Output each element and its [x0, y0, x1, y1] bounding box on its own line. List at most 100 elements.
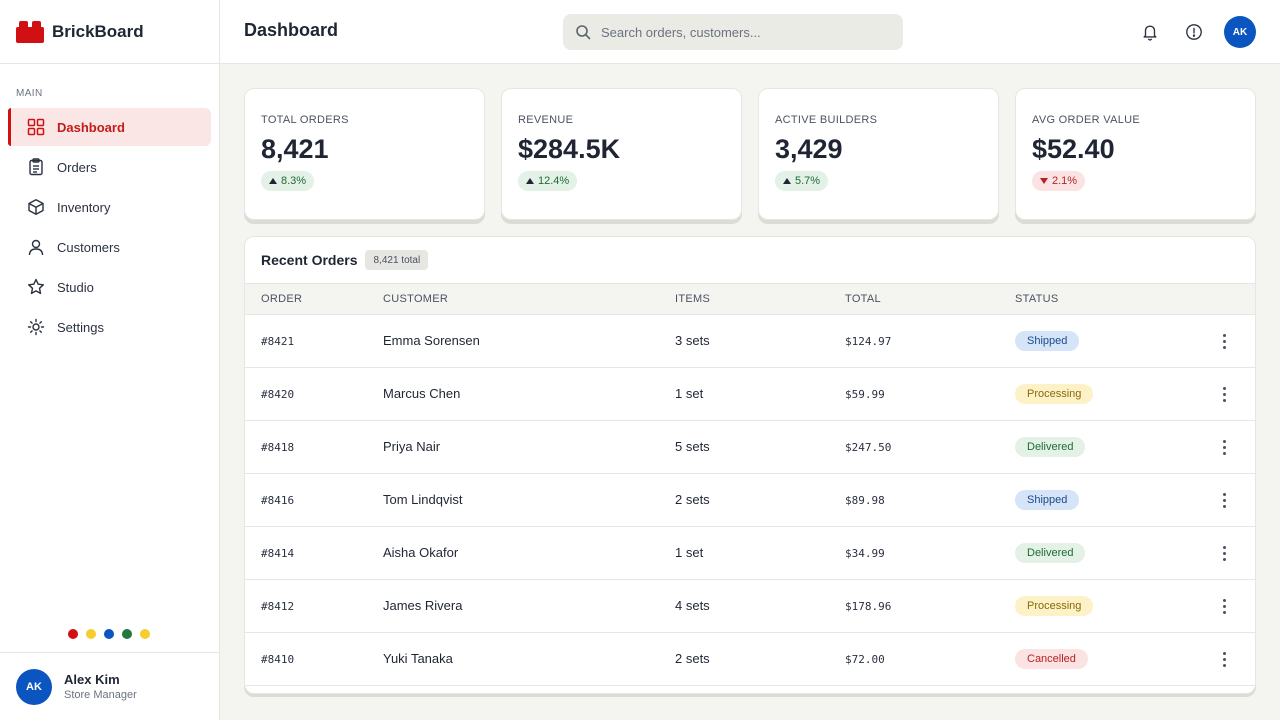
more-options-icon[interactable]	[1215, 490, 1233, 510]
more-options-icon[interactable]	[1215, 331, 1233, 351]
box-icon	[27, 198, 45, 216]
item-count: 1 set	[675, 386, 704, 401]
more-options-icon[interactable]	[1215, 437, 1233, 457]
table-row[interactable]: #8421 Emma Sorensen 3 sets $124.97 Shipped	[245, 315, 1255, 368]
color-dot	[104, 629, 114, 639]
order-id[interactable]: #8412	[261, 600, 295, 613]
customer-name: James Rivera	[383, 598, 463, 613]
table-header: ORDER CUSTOMER ITEMS TOTAL STATUS	[245, 283, 1255, 315]
trend-up-icon	[526, 178, 534, 184]
status-badge: Delivered	[1015, 437, 1086, 457]
count-badge: 8,421 total	[365, 250, 429, 270]
table-row[interactable]: #8410 Yuki Tanaka 2 sets $72.00 Cancelled	[245, 633, 1255, 686]
trend-badge: 2.1%	[1032, 171, 1086, 191]
stat-label: TOTAL ORDERS	[261, 114, 349, 126]
order-id[interactable]: #8414	[261, 547, 295, 560]
column-header[interactable]: CUSTOMER	[383, 293, 449, 305]
stat-value: 3,429	[775, 134, 843, 164]
table-row[interactable]: #8418 Priya Nair 5 sets $247.50 Delivered	[245, 421, 1255, 474]
order-id[interactable]: #8421	[261, 335, 295, 348]
sidebar-item-label: Orders	[57, 159, 97, 175]
stat-value: $52.40	[1032, 134, 1115, 164]
brand[interactable]: BrickBoard	[0, 0, 219, 64]
brick-logo-icon	[16, 20, 44, 43]
item-count: 2 sets	[675, 651, 710, 666]
stat-label: REVENUE	[518, 114, 574, 126]
sidebar-item-studio[interactable]: Studio	[8, 268, 211, 306]
more-options-icon[interactable]	[1215, 596, 1233, 616]
item-count: 2 sets	[675, 492, 710, 507]
status-badge: Shipped	[1015, 331, 1080, 351]
trend-value: 2.1%	[1052, 175, 1078, 187]
status-badge: Processing	[1015, 384, 1094, 404]
search-input[interactable]	[601, 24, 891, 40]
stat-card-avg-order-value: AVG ORDER VALUE $52.40 2.1%	[1015, 88, 1256, 220]
stat-label: AVG ORDER VALUE	[1032, 114, 1141, 126]
sidebar-item-inventory[interactable]: Inventory	[8, 188, 211, 226]
order-total: $247.50	[845, 441, 892, 454]
status-badge: Cancelled	[1015, 649, 1088, 669]
user-name: Alex Kim	[64, 672, 120, 687]
table-row[interactable]: #8416 Tom Lindqvist 2 sets $89.98 Shipped	[245, 474, 1255, 527]
item-count: 5 sets	[675, 439, 710, 454]
sidebar-item-orders[interactable]: Orders	[8, 148, 211, 186]
sidebar-item-label: Settings	[57, 319, 104, 335]
recent-orders-card: Recent Orders 8,421 total ORDER CUSTOMER…	[244, 236, 1256, 694]
trend-value: 5.7%	[795, 175, 821, 187]
order-total: $89.98	[845, 494, 885, 507]
gear-icon	[27, 318, 45, 336]
stat-card-total-orders: TOTAL ORDERS 8,421 8.3%	[244, 88, 485, 220]
trend-badge: 12.4%	[518, 171, 578, 191]
sidebar-item-dashboard[interactable]: Dashboard	[8, 108, 211, 146]
table-row[interactable]: #8412 James Rivera 4 sets $178.96 Processing	[245, 580, 1255, 633]
more-options-icon[interactable]	[1215, 384, 1233, 404]
item-count: 1 set	[675, 545, 704, 560]
user-profile[interactable]: AK Alex Kim Store Manager	[0, 652, 219, 720]
stat-card-active-builders: ACTIVE BUILDERS 3,429 5.7%	[758, 88, 999, 220]
star-icon	[27, 278, 45, 296]
order-total: $59.99	[845, 388, 885, 401]
column-header[interactable]: TOTAL	[845, 293, 881, 305]
order-id[interactable]: #8410	[261, 653, 295, 666]
customer-name: Emma Sorensen	[383, 333, 480, 348]
bell-icon[interactable]	[1140, 22, 1160, 42]
color-dot	[86, 629, 96, 639]
color-dot	[68, 629, 78, 639]
sidebar-item-label: Inventory	[57, 199, 111, 215]
header-avatar[interactable]: AK	[1224, 16, 1256, 48]
avatar: AK	[16, 668, 52, 705]
trend-up-icon	[783, 178, 791, 184]
sidebar-item-customers[interactable]: Customers	[8, 228, 211, 266]
section-title: Recent Orders	[261, 252, 358, 268]
column-header[interactable]: ORDER	[261, 293, 303, 305]
stat-label: ACTIVE BUILDERS	[775, 114, 878, 126]
item-count: 4 sets	[675, 598, 710, 613]
order-total: $34.99	[845, 547, 885, 560]
brand-name: BrickBoard	[52, 21, 144, 41]
sidebar-item-label: Dashboard	[57, 119, 125, 135]
column-header[interactable]: STATUS	[1015, 293, 1059, 305]
user-role: Store Manager	[64, 689, 137, 701]
customer-name: Priya Nair	[383, 439, 441, 454]
top-header: Dashboard AK	[220, 0, 1280, 64]
more-options-icon[interactable]	[1215, 543, 1233, 563]
search-bar[interactable]	[563, 14, 903, 50]
order-total: $124.97	[845, 335, 892, 348]
customer-name: Marcus Chen	[383, 386, 461, 401]
sidebar-item-settings[interactable]: Settings	[8, 308, 211, 346]
order-id[interactable]: #8416	[261, 494, 295, 507]
order-id[interactable]: #8420	[261, 388, 295, 401]
order-id[interactable]: #8418	[261, 441, 295, 454]
status-badge: Processing	[1015, 596, 1094, 616]
sidebar-item-label: Customers	[57, 239, 120, 255]
trend-badge: 5.7%	[775, 171, 829, 191]
more-options-icon[interactable]	[1215, 649, 1233, 669]
trend-value: 8.3%	[281, 175, 307, 187]
nav-section-label: MAIN	[16, 88, 43, 99]
table-row[interactable]: #8420 Marcus Chen 1 set $59.99 Processing	[245, 368, 1255, 421]
column-header[interactable]: ITEMS	[675, 293, 711, 305]
table-row[interactable]: #8414 Aisha Okafor 1 set $34.99 Delivered	[245, 527, 1255, 580]
user-icon	[27, 238, 45, 256]
info-icon[interactable]	[1184, 22, 1204, 42]
table-body: #8421 Emma Sorensen 3 sets $124.97 Shipped #8…	[245, 315, 1255, 686]
